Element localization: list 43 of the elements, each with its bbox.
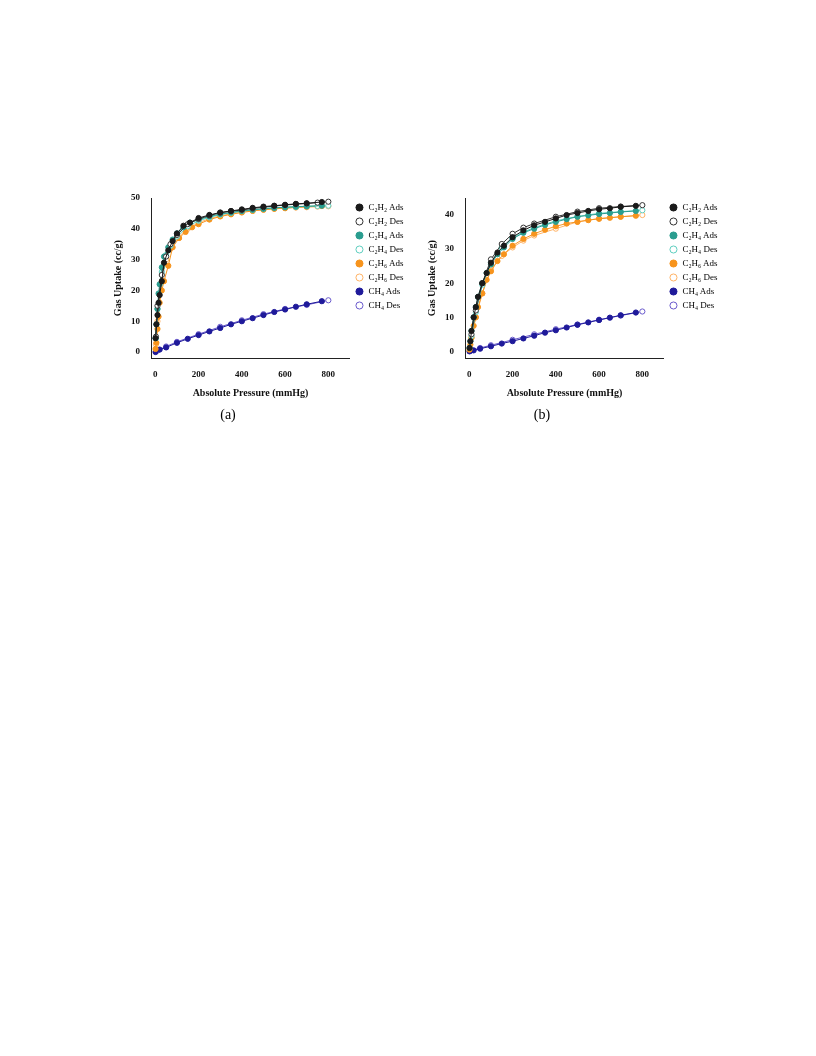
- legend-label: C₂H₆ Ads: [368, 257, 404, 268]
- y-tick-label: 50: [131, 192, 141, 203]
- text: (b): [532, 407, 552, 423]
- x-axis-title: Absolute Pressure (mmHg): [192, 386, 309, 399]
- legend-label: C₂H₆ Ads: [682, 257, 718, 268]
- text: (a): [219, 407, 237, 423]
- y-tick-label: 40: [445, 209, 455, 220]
- y-tick-label: 30: [131, 253, 141, 264]
- y-tick-label: 0: [449, 345, 455, 356]
- y-tick-label: 20: [445, 277, 455, 288]
- x-tick-label: 0: [153, 368, 159, 379]
- y-axis-title: Gas Uptake (cc/g): [425, 240, 438, 317]
- x-tick-label: 600: [278, 368, 293, 379]
- legend-label: C₂H₄ Des: [368, 243, 404, 254]
- x-tick-label: 400: [235, 368, 250, 379]
- y-tick-label: 10: [131, 315, 141, 326]
- legend-label: CH₄ Des: [368, 299, 401, 310]
- x-tick-label: 400: [549, 368, 564, 379]
- legend-label: C₂H₂ Des: [368, 215, 404, 226]
- x-tick-label: 200: [191, 368, 206, 379]
- y-axis-title: Gas Uptake (cc/g): [111, 240, 124, 317]
- y-tick-label: 20: [131, 284, 141, 295]
- legend-label: C₂H₂ Des: [682, 215, 718, 226]
- legend-label: C₂H₆ Des: [682, 271, 718, 282]
- legend-label: C₂H₂ Ads: [368, 201, 404, 212]
- y-tick-label: 10: [445, 311, 455, 322]
- legend-label: C₂H₆ Des: [368, 271, 404, 282]
- legend-label: C₂H₄ Des: [682, 243, 718, 254]
- legend-label: C₂H₄ Ads: [682, 229, 718, 240]
- x-axis-title: Absolute Pressure (mmHg): [506, 386, 623, 399]
- x-tick-label: 600: [592, 368, 607, 379]
- y-tick-label: 0: [135, 346, 141, 357]
- x-tick-label: 0: [467, 368, 473, 379]
- x-tick-label: 800: [635, 368, 650, 379]
- legend-label: C₂H₂ Ads: [682, 201, 718, 212]
- x-tick-label: 800: [321, 368, 336, 379]
- y-tick-label: 30: [445, 243, 455, 254]
- legend-label: CH₄ Des: [682, 299, 715, 310]
- legend-label: CH₄ Ads: [368, 285, 401, 296]
- legend-label: C₂H₄ Ads: [368, 229, 404, 240]
- y-tick-label: 40: [131, 223, 141, 234]
- x-tick-label: 200: [505, 368, 520, 379]
- legend-label: CH₄ Ads: [682, 285, 715, 296]
